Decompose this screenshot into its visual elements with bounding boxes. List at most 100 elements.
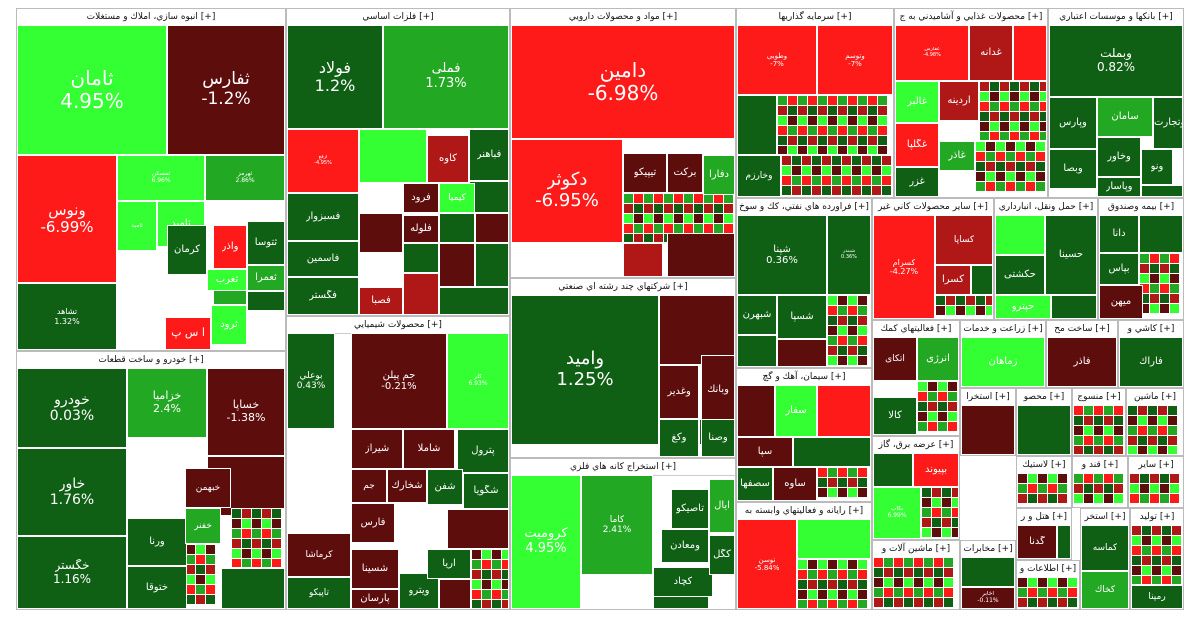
stock-tile[interactable]: شاملا bbox=[403, 429, 455, 469]
stock-tile[interactable]: جم bbox=[351, 469, 387, 503]
sector-title[interactable]: محصولات غذايي و آشاميدني به ج [+] bbox=[895, 9, 1047, 26]
sector-title[interactable]: استخرا [+] bbox=[961, 389, 1015, 406]
stock-tile[interactable]: وپاسار bbox=[1097, 177, 1141, 197]
small-stocks-grid[interactable] bbox=[471, 549, 509, 609]
stock-tile[interactable]: بكاب 6.99% bbox=[873, 487, 921, 539]
stock-tile[interactable]: كخاك bbox=[1081, 571, 1129, 609]
small-stocks-grid[interactable] bbox=[781, 155, 893, 197]
stock-tile[interactable]: كاما 2.41% bbox=[581, 475, 653, 575]
stock-tile[interactable]: شسپا bbox=[777, 295, 827, 339]
sector-title[interactable]: لاستيك [+] bbox=[1017, 457, 1071, 474]
sector-title[interactable]: قند و [+] bbox=[1073, 457, 1127, 474]
stock-tile[interactable]: شفن bbox=[427, 469, 463, 505]
sector-title[interactable]: سيمان، آهك و گچ [+] bbox=[737, 369, 871, 386]
stock-tile[interactable] bbox=[403, 243, 439, 273]
stock-tile[interactable]: خودرو 0.03% bbox=[17, 368, 127, 448]
stock-tile[interactable]: خبهمن bbox=[185, 468, 231, 508]
stock-tile[interactable]: ثرود bbox=[211, 305, 247, 345]
stock-tile[interactable]: ومعادن bbox=[661, 529, 709, 563]
stock-tile[interactable]: شبندر 0.36% bbox=[827, 215, 871, 295]
sector-title[interactable]: اطلاعات و [+] bbox=[1017, 561, 1079, 578]
stock-tile[interactable] bbox=[1013, 25, 1047, 81]
stock-tile[interactable] bbox=[737, 385, 775, 437]
stock-tile[interactable]: وغدير bbox=[659, 365, 699, 419]
stock-tile[interactable] bbox=[659, 295, 735, 365]
stock-tile[interactable]: فملی 1.73% bbox=[383, 25, 509, 129]
stock-tile[interactable] bbox=[777, 339, 827, 367]
stock-tile[interactable]: فاراك bbox=[1119, 337, 1183, 387]
stock-tile[interactable]: ونوس -6.99% bbox=[17, 155, 117, 283]
stock-tile[interactable]: كرماشا bbox=[287, 533, 351, 577]
sector-title[interactable]: سرمايه گذاريها [+] bbox=[737, 9, 893, 26]
stock-tile[interactable]: سفار bbox=[775, 385, 817, 437]
stock-tile[interactable]: وخارزم bbox=[737, 155, 781, 197]
stock-tile[interactable]: ورنا bbox=[127, 518, 187, 566]
stock-tile[interactable]: فاذر bbox=[1047, 337, 1117, 387]
stock-tile[interactable]: سصفها bbox=[737, 467, 773, 501]
small-stocks-grid[interactable] bbox=[979, 81, 1047, 141]
stock-tile[interactable]: سپا bbox=[737, 437, 793, 467]
stock-tile[interactable] bbox=[961, 557, 1015, 587]
stock-tile[interactable]: ویترو bbox=[399, 573, 439, 609]
sector-title[interactable]: انبوه سازي، املاك و مستغلات [+] bbox=[17, 9, 285, 26]
stock-tile[interactable]: وصنا bbox=[701, 419, 735, 457]
stock-tile[interactable]: ثمسكن 6.96% bbox=[117, 155, 205, 201]
stock-tile[interactable]: زماهان bbox=[961, 337, 1045, 387]
stock-tile[interactable]: فصبا bbox=[359, 287, 403, 315]
sector-title[interactable]: عرضه برق، گاز [+] bbox=[873, 437, 959, 454]
sector-title[interactable]: منسوج [+] bbox=[1073, 389, 1125, 406]
sector-title[interactable]: فلزات اساسي [+] bbox=[287, 9, 509, 26]
stock-tile[interactable]: پارسان bbox=[351, 589, 399, 609]
small-stocks-grid[interactable] bbox=[1073, 405, 1125, 455]
sector-title[interactable]: ساخت مح [+] bbox=[1047, 321, 1117, 338]
stock-tile[interactable]: شیراز bbox=[351, 429, 403, 469]
stock-tile[interactable]: آردینه bbox=[939, 81, 979, 121]
sector-title[interactable]: ساير محصولات كاني غير [+] bbox=[873, 199, 993, 216]
small-stocks-grid[interactable] bbox=[797, 559, 871, 609]
stock-tile[interactable]: كسرا bbox=[935, 265, 971, 295]
stock-tile[interactable]: ونو bbox=[1141, 149, 1173, 185]
sector-title[interactable]: استخراج كانه هاي فلزي [+] bbox=[511, 459, 735, 476]
stock-tile[interactable]: آریا bbox=[427, 549, 471, 579]
small-stocks-grid[interactable] bbox=[1129, 473, 1183, 507]
stock-tile[interactable]: غاذر bbox=[939, 141, 975, 171]
sector-title[interactable]: فراورده هاي نفتي، كك و سوخ [+] bbox=[737, 199, 871, 216]
sector-title[interactable]: ساير [+] bbox=[1129, 457, 1183, 474]
stock-tile[interactable]: وتجارت bbox=[1153, 97, 1183, 149]
small-stocks-grid[interactable] bbox=[975, 141, 1047, 197]
stock-tile[interactable]: حكشتی bbox=[995, 255, 1045, 295]
stock-tile[interactable] bbox=[447, 509, 509, 549]
stock-tile[interactable]: بپاس bbox=[1099, 253, 1139, 285]
sector-title[interactable]: استخر [+] bbox=[1081, 509, 1129, 526]
stock-tile[interactable]: غزر bbox=[895, 167, 939, 197]
small-stocks-grid[interactable] bbox=[231, 508, 285, 568]
small-stocks-grid[interactable] bbox=[1017, 473, 1071, 507]
stock-tile[interactable]: وآذر bbox=[213, 225, 247, 269]
stock-tile[interactable]: ثغرب bbox=[207, 269, 247, 291]
stock-tile[interactable]: ثهرمز 2.86% bbox=[205, 155, 285, 201]
stock-tile[interactable]: حپترو bbox=[995, 295, 1051, 319]
stock-tile[interactable]: فولاد 1.2% bbox=[287, 25, 383, 129]
stock-tile[interactable] bbox=[1051, 295, 1097, 319]
stock-tile[interactable]: كلر 6.93% bbox=[447, 333, 509, 429]
stock-tile[interactable] bbox=[793, 437, 871, 467]
stock-tile[interactable]: میهن bbox=[1099, 285, 1143, 319]
stock-tile[interactable] bbox=[667, 233, 735, 277]
small-stocks-grid[interactable] bbox=[185, 544, 221, 609]
small-stocks-grid[interactable] bbox=[817, 467, 871, 501]
stock-tile[interactable] bbox=[221, 568, 285, 609]
sector-title[interactable]: ماشين [+] bbox=[1127, 389, 1183, 406]
stock-tile[interactable]: غدانه bbox=[969, 25, 1013, 81]
stock-tile[interactable] bbox=[1057, 525, 1071, 559]
small-stocks-grid[interactable] bbox=[1127, 405, 1183, 455]
stock-tile[interactable]: كرومیت 4.95% bbox=[511, 475, 581, 609]
stock-tile[interactable]: وطوبی -7% bbox=[737, 25, 817, 95]
stock-tile[interactable]: خزامیا 2.4% bbox=[127, 368, 207, 438]
sector-title[interactable]: زراعت و خدمات [+] bbox=[961, 321, 1045, 338]
stock-tile[interactable]: شخارك bbox=[387, 469, 427, 503]
stock-tile[interactable]: ارفع -4.95% bbox=[287, 129, 359, 193]
stock-tile[interactable]: خاور 1.76% bbox=[17, 448, 127, 536]
stock-tile[interactable] bbox=[995, 215, 1045, 255]
sector-title[interactable]: محصولات شيميايي [+] bbox=[287, 317, 509, 334]
sector-title[interactable]: فعاليتهاي كمك [+] bbox=[873, 321, 959, 338]
